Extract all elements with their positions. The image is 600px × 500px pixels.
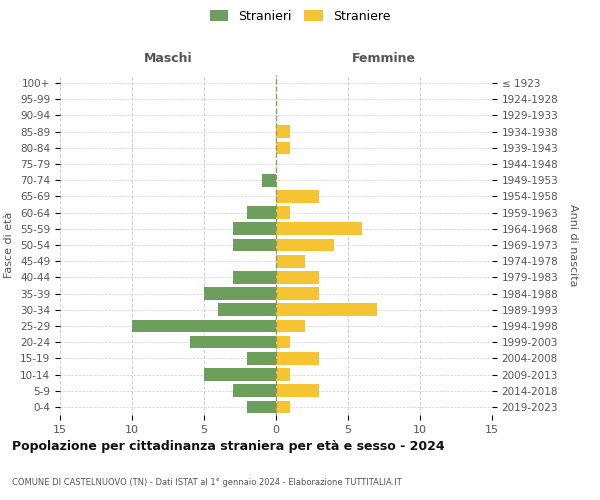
Bar (276, 271, 319, 283)
Bar (276, 142, 290, 154)
Bar (276, 320, 305, 332)
Bar (276, 190, 319, 202)
Bar (218, 304, 276, 316)
Bar (204, 368, 276, 381)
Bar (276, 255, 305, 268)
Bar (276, 126, 290, 138)
Bar (276, 304, 377, 316)
Bar (276, 206, 290, 219)
Bar (233, 271, 276, 283)
Bar (132, 320, 276, 332)
Bar (276, 238, 334, 252)
Bar (233, 238, 276, 252)
Bar (233, 222, 276, 235)
Bar (276, 384, 319, 397)
Y-axis label: Fasce di età: Fasce di età (4, 212, 14, 278)
Bar (276, 368, 290, 381)
Bar (233, 384, 276, 397)
Bar (190, 336, 276, 348)
Bar (262, 174, 276, 186)
Bar (247, 352, 276, 364)
Bar (276, 336, 290, 348)
Bar (276, 288, 319, 300)
Bar (204, 288, 276, 300)
Y-axis label: Anni di nascita: Anni di nascita (568, 204, 578, 286)
Text: Popolazione per cittadinanza straniera per età e sesso - 2024: Popolazione per cittadinanza straniera p… (12, 440, 445, 453)
Bar (247, 400, 276, 413)
Bar (276, 222, 362, 235)
Legend: Stranieri, Straniere: Stranieri, Straniere (206, 6, 394, 26)
Bar (247, 206, 276, 219)
Bar (276, 400, 290, 413)
Text: COMUNE DI CASTELNUOVO (TN) - Dati ISTAT al 1° gennaio 2024 - Elaborazione TUTTIT: COMUNE DI CASTELNUOVO (TN) - Dati ISTAT … (12, 478, 402, 487)
Bar (276, 352, 319, 364)
